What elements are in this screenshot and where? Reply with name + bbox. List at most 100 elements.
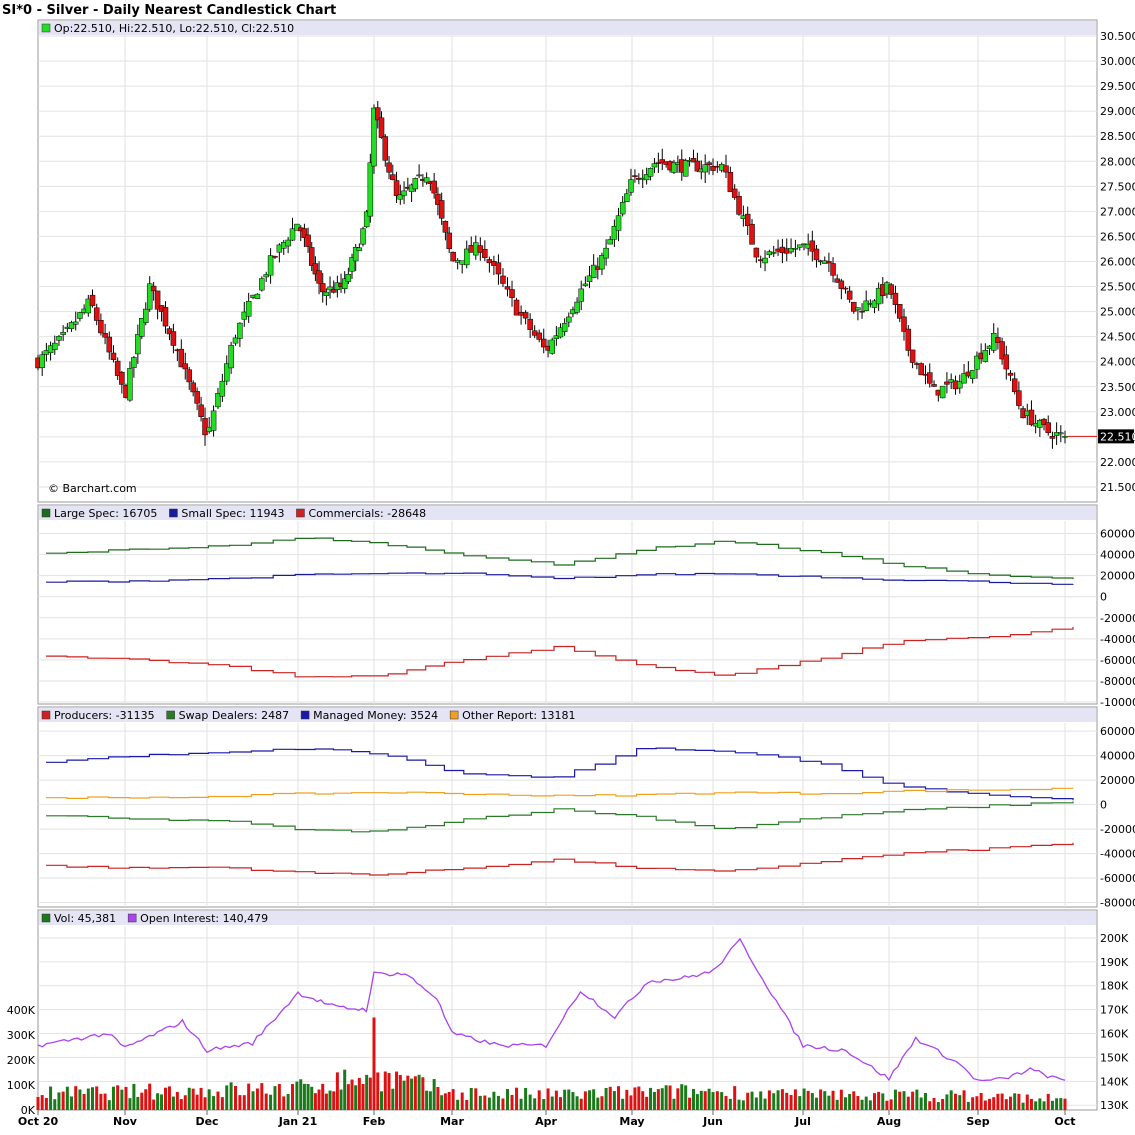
- volume-bar: [413, 1076, 417, 1110]
- volume-bar: [103, 1093, 107, 1110]
- volume-bar: [575, 1096, 579, 1110]
- candle: [393, 171, 400, 203]
- volume-bar: [128, 1098, 132, 1110]
- candle: [237, 322, 243, 348]
- series-producers: [46, 842, 1074, 876]
- volume-bar: [571, 1092, 575, 1110]
- volume-bar: [380, 1091, 384, 1110]
- volume-bar: [40, 1095, 44, 1110]
- volume-bar: [395, 1071, 399, 1110]
- candle: [219, 373, 226, 402]
- series-commercials: [46, 626, 1074, 678]
- volume-bar: [234, 1086, 238, 1110]
- last-price-badge: [1098, 429, 1134, 444]
- volume-bar: [906, 1096, 910, 1110]
- candle: [753, 247, 760, 263]
- volume-bar: [124, 1086, 128, 1110]
- legend-swatch: [41, 913, 51, 923]
- volume-bar: [945, 1094, 949, 1110]
- volume-bar: [554, 1090, 558, 1110]
- candle: [150, 282, 157, 301]
- volume-bar: [629, 1095, 633, 1110]
- candle: [438, 192, 445, 225]
- candle: [386, 155, 392, 180]
- volume-bar: [1004, 1099, 1008, 1110]
- volume-bar: [592, 1089, 596, 1110]
- volume-bar: [728, 1098, 732, 1110]
- volume-bar: [928, 1101, 932, 1110]
- candle: [896, 304, 903, 323]
- volume-bar: [324, 1093, 328, 1110]
- x-tick-label: Oct: [1054, 1115, 1075, 1128]
- volume-bar: [111, 1086, 115, 1110]
- volume-bar: [881, 1093, 885, 1110]
- volume-bar: [559, 1097, 563, 1110]
- volume-bar: [61, 1091, 65, 1110]
- candle: [851, 301, 857, 314]
- candle: [926, 363, 933, 388]
- volume-bar: [699, 1090, 703, 1110]
- candle: [423, 172, 430, 185]
- volume-bar: [519, 1098, 523, 1110]
- candle: [194, 387, 200, 411]
- volume-bar: [175, 1091, 179, 1110]
- candle: [682, 158, 689, 177]
- candle: [323, 288, 330, 306]
- series-small-spec: [46, 572, 1074, 585]
- volume-bar: [1059, 1098, 1063, 1110]
- candle: [166, 326, 173, 341]
- volume-bar: [889, 1099, 893, 1110]
- candle: [892, 285, 899, 314]
- last-price-label: 22.510: [1100, 430, 1135, 443]
- volume-bar: [350, 1079, 354, 1110]
- volume-bar: [819, 1089, 823, 1110]
- candle: [215, 387, 221, 409]
- candle: [607, 236, 613, 245]
- volume-bar: [988, 1098, 992, 1110]
- candle: [305, 227, 311, 253]
- candle: [60, 325, 66, 341]
- candle: [110, 345, 117, 363]
- candle: [574, 297, 580, 315]
- volume-bar: [633, 1087, 637, 1110]
- candle: [106, 331, 113, 360]
- legend-swatch: [41, 508, 51, 518]
- volume-bar: [306, 1084, 310, 1110]
- legend-swatch: [169, 508, 178, 518]
- candle: [931, 380, 937, 387]
- cot-tick-label: 0: [1100, 591, 1107, 604]
- volume-bar: [229, 1082, 233, 1110]
- volume-bar: [451, 1089, 455, 1110]
- series-open-interest: [37, 937, 1066, 1082]
- candle: [319, 272, 326, 303]
- cot-tick-label: 20000: [1100, 774, 1135, 787]
- candle: [378, 111, 385, 139]
- legend-label: Commercials: -28648: [308, 507, 426, 520]
- candle: [744, 206, 751, 236]
- volume-bar: [295, 1081, 299, 1110]
- volume-bar: [1046, 1093, 1050, 1110]
- x-tick-label: May: [619, 1115, 644, 1128]
- volume-bar: [251, 1091, 255, 1110]
- candle: [127, 361, 133, 402]
- open-interest-tick-label: 170K: [1100, 1004, 1129, 1017]
- volume-bar: [798, 1096, 802, 1110]
- volume-bar: [885, 1100, 889, 1110]
- volume-bar: [365, 1074, 369, 1110]
- legend-swatch: [41, 710, 51, 720]
- volume-bar: [70, 1096, 74, 1110]
- candle: [628, 168, 634, 196]
- volume-bar: [1050, 1100, 1054, 1110]
- x-tick-label: Apr: [535, 1115, 557, 1128]
- candle: [308, 241, 315, 272]
- volume-bar: [255, 1088, 259, 1110]
- x-tick-label: Mar: [440, 1115, 464, 1128]
- volume-bar: [152, 1099, 156, 1110]
- volume-tick-label: 200K: [7, 1054, 36, 1067]
- candle: [259, 276, 265, 292]
- volume-bar: [902, 1091, 906, 1110]
- volume-bar: [645, 1096, 649, 1110]
- candle: [382, 134, 389, 167]
- volume-bar: [207, 1089, 211, 1110]
- cot-tick-label: -20000: [1100, 612, 1135, 625]
